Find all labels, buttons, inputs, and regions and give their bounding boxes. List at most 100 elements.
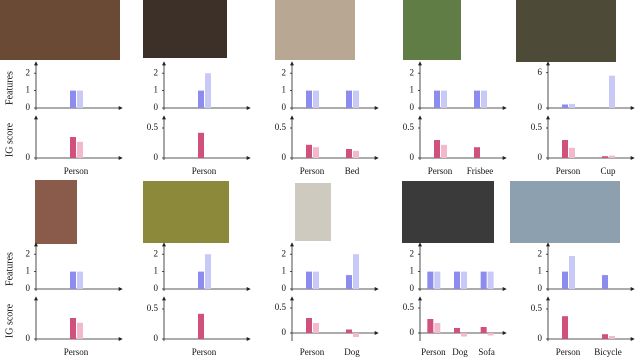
bar (70, 271, 76, 289)
bar (602, 275, 608, 289)
bar (70, 318, 76, 339)
bar (441, 90, 447, 108)
y-tick-label: 1 (282, 266, 287, 276)
bar (70, 90, 76, 108)
bar (454, 328, 460, 333)
bar (427, 319, 434, 333)
bar (487, 333, 494, 336)
bar (198, 271, 204, 289)
x-tick-label: Cup (600, 166, 616, 176)
photo (510, 181, 620, 243)
bar (609, 155, 615, 158)
photo (295, 183, 331, 241)
y-tick-label: 2 (410, 67, 415, 77)
y-tick-label: 0 (282, 152, 287, 162)
y-tick-label: 0 (410, 283, 415, 293)
x-tick-label: Dog (452, 347, 468, 357)
y-tick-label: 2 (282, 67, 287, 77)
y-tick-label: 2 (538, 248, 543, 258)
bar (77, 322, 83, 339)
bar (454, 271, 460, 289)
y-tick-label: 1 (410, 266, 415, 276)
photo (143, 0, 227, 58)
y-tick-label: 0.5 (147, 122, 159, 132)
bar (198, 313, 204, 339)
y-axis-label: IG score (4, 122, 15, 157)
bar (353, 254, 359, 289)
y-tick-label: 0 (26, 333, 31, 343)
bar (198, 90, 204, 108)
bar (353, 150, 359, 158)
bar (346, 90, 352, 108)
y-tick-label: 0.5 (275, 122, 287, 132)
bar (70, 137, 76, 158)
bar (313, 323, 319, 333)
x-tick-label: Sofa (478, 347, 495, 357)
bar (346, 275, 352, 289)
bar (346, 149, 352, 158)
x-tick-label: Person (300, 347, 325, 357)
y-tick-label: 2 (154, 67, 159, 77)
bar (609, 336, 615, 339)
bar (306, 271, 312, 289)
y-tick-label: 0 (26, 283, 31, 293)
x-tick-label: Dog (344, 347, 360, 357)
x-tick-label: Person (64, 166, 89, 176)
bar (205, 254, 211, 289)
bar (461, 271, 467, 289)
bar (474, 90, 480, 108)
bar (562, 271, 568, 289)
bar (77, 271, 83, 289)
bar (434, 271, 441, 289)
y-tick-label: 1 (410, 85, 415, 95)
y-tick-label: 0 (538, 333, 543, 343)
bar (441, 144, 447, 158)
bar (198, 132, 204, 158)
y-tick-label: 0 (282, 283, 287, 293)
bar (609, 75, 615, 108)
y-axis-label: Features (4, 71, 15, 105)
y-tick-label: 1 (538, 266, 543, 276)
y-tick-label: 0 (538, 152, 543, 162)
bar (306, 144, 312, 158)
bar (434, 323, 441, 333)
photo (35, 180, 77, 244)
x-tick-label: Person (428, 166, 453, 176)
y-tick-label: 0 (282, 102, 287, 112)
y-tick-label: 1 (26, 266, 31, 276)
x-tick-label: Bed (345, 166, 360, 176)
y-tick-label: 0 (26, 102, 31, 112)
photo (516, 0, 616, 62)
y-tick-label: 1 (282, 85, 287, 95)
y-tick-label: 2 (410, 248, 415, 258)
y-tick-label: 0.5 (403, 122, 415, 132)
y-axis-label: Features (4, 252, 15, 286)
y-tick-label: 1 (154, 85, 159, 95)
photo (403, 0, 461, 60)
y-tick-label: 0.5 (275, 302, 287, 312)
x-tick-label: Person (300, 166, 325, 176)
bar (77, 90, 83, 108)
bar (602, 334, 608, 339)
bar (353, 333, 359, 337)
y-tick-label: 2 (26, 248, 31, 258)
y-tick-label: 0 (26, 152, 31, 162)
bar (480, 327, 487, 333)
bar (205, 73, 211, 108)
y-tick-label: 0 (538, 102, 543, 112)
bar (480, 271, 487, 289)
y-tick-label: 0.5 (531, 303, 543, 313)
y-tick-label: 0 (154, 333, 159, 343)
y-tick-label: 0 (282, 327, 287, 337)
y-tick-label: 1 (154, 266, 159, 276)
bar (313, 90, 319, 108)
x-tick-label: Person (556, 347, 581, 357)
y-tick-label: 0 (410, 102, 415, 112)
x-tick-label: Person (64, 347, 89, 357)
x-tick-label: Person (556, 166, 581, 176)
bar (602, 156, 608, 158)
bar (77, 141, 83, 158)
x-tick-label: Bicycle (594, 347, 622, 357)
y-tick-label: 0.5 (531, 122, 543, 132)
